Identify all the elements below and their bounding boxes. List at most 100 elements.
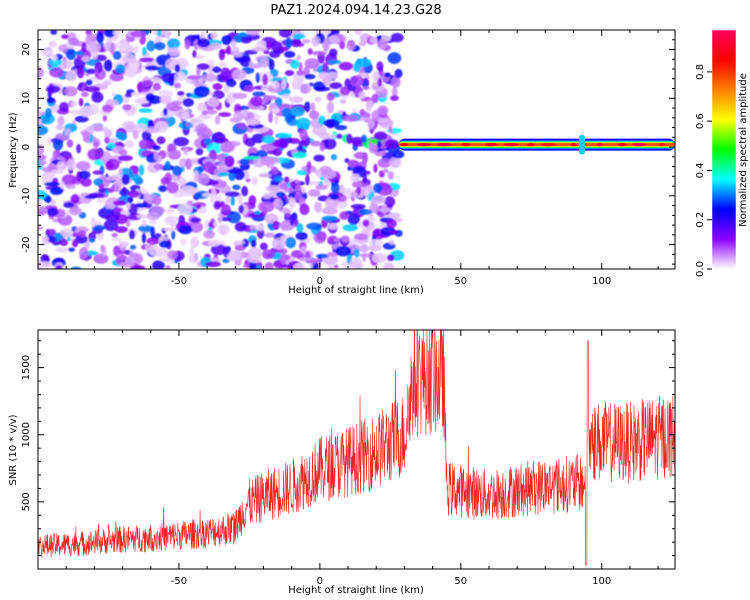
spectrogram-blob	[255, 72, 261, 84]
spectrogram-blob	[38, 125, 49, 136]
spectrogram-blob	[391, 86, 398, 97]
spectrogram-blob	[177, 203, 193, 215]
spectrogram-blob	[291, 78, 303, 91]
spectrogram-blob	[119, 261, 135, 268]
carrier-peak	[504, 143, 519, 147]
spectrogram-blob	[57, 115, 65, 126]
spectrogram-blob	[91, 224, 106, 231]
spectrogram-blob	[296, 169, 308, 176]
spectrogram-blob	[93, 253, 109, 264]
spectrogram-blob	[156, 30, 162, 37]
spectrogram-blob	[263, 232, 276, 238]
spectrogram-blob	[48, 58, 63, 67]
spectrogram-blob	[138, 164, 145, 176]
spectrogram-blob	[342, 224, 359, 232]
colorbar-tick-label: 0.8	[695, 64, 706, 80]
spectrogram-blob	[45, 107, 52, 119]
spectrogram-blob	[376, 61, 384, 72]
spectrogram-blob	[59, 228, 73, 239]
spectrogram-blob	[304, 101, 311, 113]
spectrogram-blob	[350, 75, 364, 87]
spectrogram-blob	[358, 91, 366, 100]
spectrogram-blob	[212, 83, 223, 91]
spectrogram-blob	[244, 50, 258, 55]
spectrogram-blob	[225, 191, 241, 198]
spectrogram-blob	[377, 118, 389, 123]
spectrogram-blob	[285, 236, 297, 249]
spectrogram-blob	[96, 31, 105, 44]
spectrogram-blob	[41, 172, 55, 179]
spectrogram-blob	[319, 142, 326, 152]
spectrogram-blob	[191, 117, 201, 123]
spectrogram-blob	[260, 143, 276, 151]
spectrogram-blob	[308, 110, 320, 120]
spectrogram-blob	[210, 244, 227, 256]
spectrogram-blob	[165, 208, 175, 214]
spectrogram-blob	[251, 47, 268, 52]
spectrogram-blob	[244, 85, 255, 92]
spectrogram-blob	[41, 234, 49, 245]
spectrogram-blob	[299, 129, 308, 141]
spectrogram-blob	[377, 158, 392, 168]
y-tick-label: 10	[21, 92, 32, 105]
spectrogram-blob	[39, 159, 47, 166]
spectrogram-blob	[38, 67, 45, 78]
spectrogram-blob	[290, 106, 305, 117]
spectrogram-blob	[313, 154, 325, 162]
spectrogram-blob	[377, 77, 382, 87]
spectrogram-blob	[123, 53, 137, 65]
spectrogram-blob	[116, 39, 129, 51]
spectrogram-blob	[76, 143, 82, 154]
spectrogram-blob	[85, 68, 97, 75]
x-tick-label: 0	[317, 576, 323, 587]
spectrogram-blob	[44, 181, 60, 187]
spectrogram-blob	[390, 32, 404, 43]
spectrogram-blob	[280, 253, 287, 266]
spectrogram-blob	[161, 72, 175, 83]
spectrogram-blob	[261, 249, 275, 260]
spectrogram-blob	[354, 30, 363, 36]
colorbar-tick-label: 0.2	[695, 212, 706, 228]
spectrogram-blob	[328, 265, 335, 269]
spectrogram-blob	[220, 204, 231, 216]
spectrogram-blob	[249, 224, 255, 231]
spectrogram-blob	[61, 34, 69, 40]
spectrogram-blob	[174, 64, 181, 73]
spectrogram-blob	[365, 170, 371, 175]
spectrogram-blob	[345, 133, 353, 145]
spectrogram-blob	[38, 261, 53, 269]
spectrogram-blob	[325, 134, 338, 139]
spectrogram-blob	[225, 79, 237, 88]
spectrogram-blob	[295, 231, 308, 241]
spectrogram-blob	[38, 109, 41, 115]
spectrogram-blob	[338, 61, 354, 71]
spectrogram-blob	[381, 203, 388, 215]
spectrogram-blob	[371, 195, 386, 204]
spectrogram-blob	[268, 58, 275, 71]
spectrogram-blob	[130, 174, 142, 182]
spectrogram-blob	[247, 247, 262, 260]
spectrogram-blob	[390, 76, 401, 88]
spectrogram-blob	[295, 117, 311, 129]
spectrogram-blob	[201, 110, 208, 116]
spectrogram-blob	[304, 58, 320, 69]
spectrogram-blob	[384, 72, 391, 78]
spectrogram-blob	[105, 160, 114, 171]
spectrogram-blob	[88, 238, 96, 243]
spectrogram-blob	[40, 47, 54, 55]
spectrogram-blob	[93, 141, 99, 148]
spectrogram-blob	[245, 137, 256, 147]
spectrogram-blob	[308, 189, 321, 197]
spectrogram-blob	[316, 231, 327, 242]
spectrogram-blob	[306, 161, 312, 171]
spectrogram-blob	[115, 131, 124, 140]
spectrogram-blob	[190, 217, 202, 223]
spectrogram-blob	[122, 104, 132, 111]
spectrogram-blob	[111, 232, 118, 238]
spectrogram-blob	[386, 219, 397, 229]
spectrogram-blob	[78, 230, 87, 238]
snr-series-line	[38, 330, 675, 566]
spectrogram-blob	[73, 51, 86, 56]
spectrogram-blob	[329, 82, 343, 90]
spectrogram-blob	[245, 30, 261, 36]
